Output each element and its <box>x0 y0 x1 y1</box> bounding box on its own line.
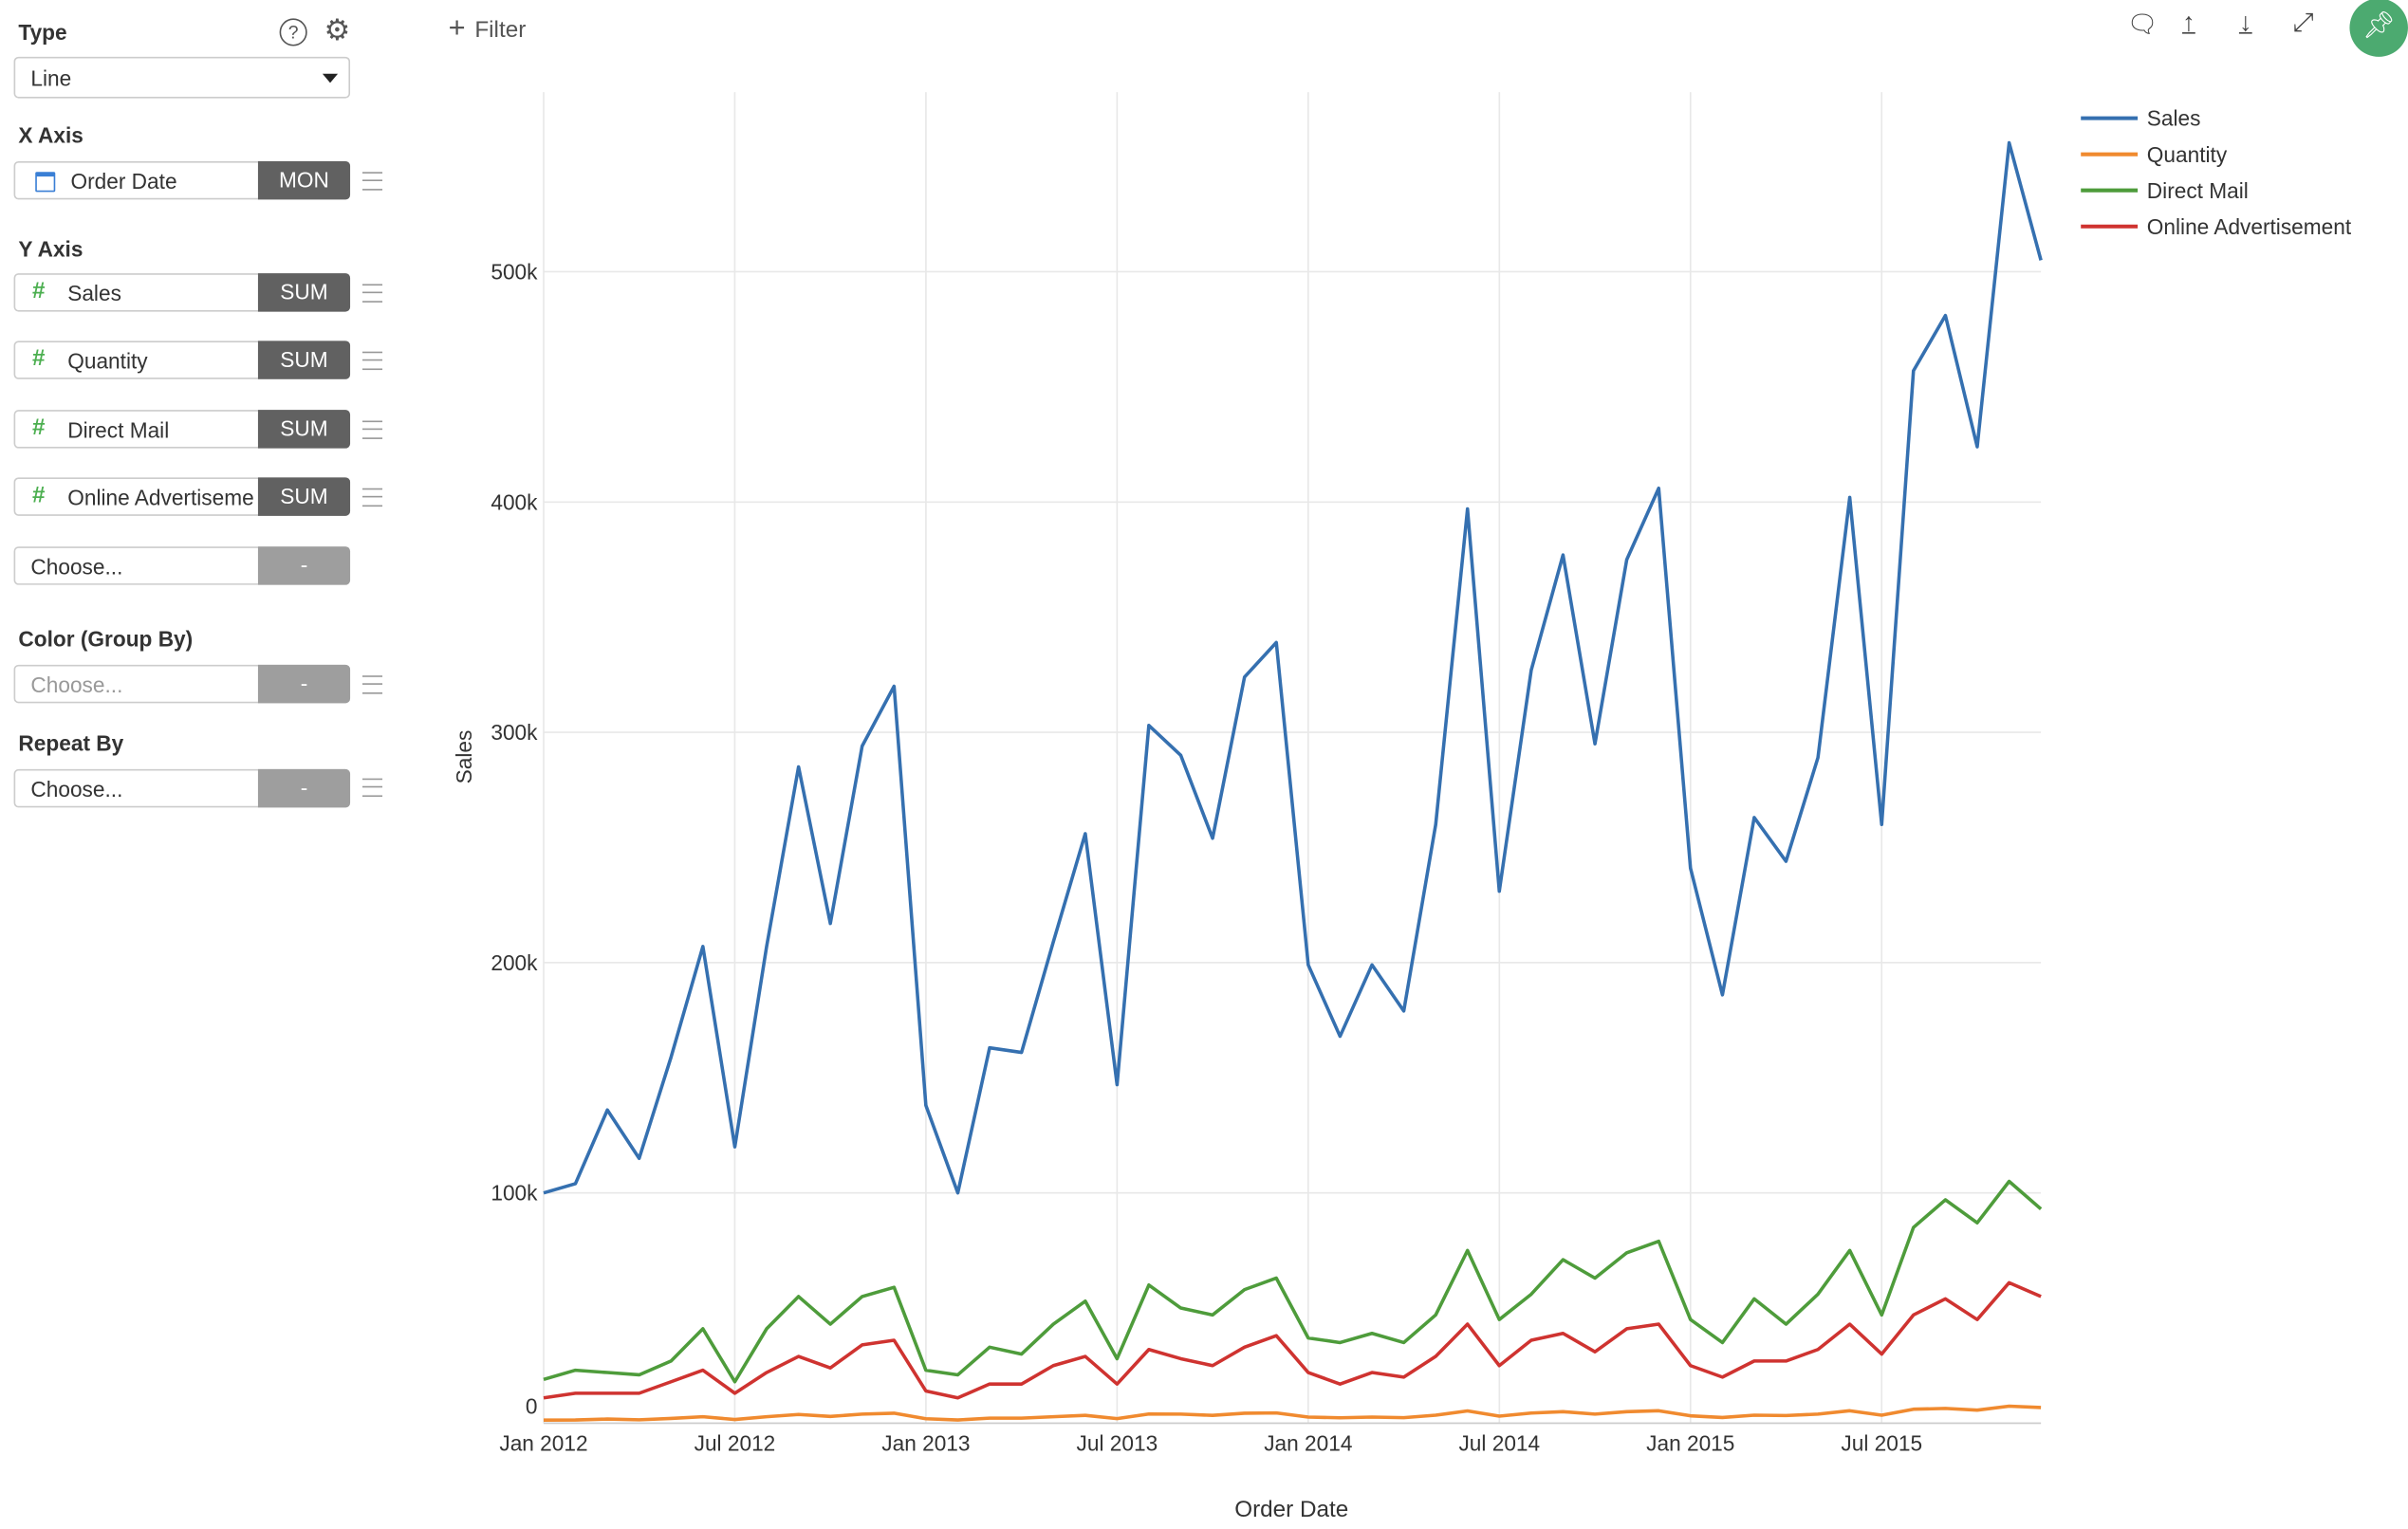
filter-label: Filter <box>474 16 527 44</box>
help-icon[interactable]: ? <box>279 18 307 46</box>
legend-item: Online Advertisement <box>2147 214 2352 239</box>
series-line-sales <box>543 140 2043 1195</box>
repeat-by-field[interactable]: Choose... - <box>13 768 351 808</box>
y-field-name: Quantity <box>67 348 148 374</box>
choose-placeholder: Choose... <box>30 777 123 801</box>
y-field-online-advertisement[interactable]: # Online Advertisement SUM <box>13 477 351 516</box>
repeat-agg-button[interactable]: - <box>257 768 351 808</box>
x-agg-button[interactable]: MON <box>257 160 351 200</box>
type-label: Type <box>18 20 67 45</box>
repeat-by-label: Repeat By <box>18 730 124 756</box>
y-agg-button[interactable]: SUM <box>257 477 351 516</box>
series-line-online-advertisement <box>543 1280 2042 1400</box>
x-tick-label: Jul 2012 <box>695 1431 776 1456</box>
x-axis-label: X Axis <box>18 122 83 148</box>
x-tick-label: Jul 2013 <box>1077 1431 1158 1456</box>
y-field-name: Sales <box>67 281 121 306</box>
number-icon: # <box>31 345 46 372</box>
plus-icon: + <box>448 11 466 45</box>
y-field-sales[interactable]: # Sales SUM <box>13 273 351 312</box>
choose-placeholder: Choose... <box>30 672 123 697</box>
number-icon: # <box>31 482 46 508</box>
y-tick-label: 100k <box>491 1181 538 1206</box>
expand-icon[interactable]: ⤢ <box>2292 8 2314 37</box>
series-line-direct-mail <box>543 1179 2043 1384</box>
number-icon: # <box>31 414 46 441</box>
chart-settings-sidebar: Type ? ⚙ Line X Axis Order Date MON Y Ax… <box>0 0 407 1529</box>
y-field-quantity[interactable]: # Quantity SUM <box>13 341 351 379</box>
x-tick-label: Jul 2014 <box>1458 1431 1540 1456</box>
x-axis-field[interactable]: Order Date MON <box>13 160 351 200</box>
download-icon[interactable]: ↓ <box>2238 8 2252 37</box>
y-field-direct-mail[interactable]: # Direct Mail SUM <box>13 410 351 449</box>
y-tick-label: 400k <box>491 489 538 514</box>
number-icon: # <box>31 277 46 304</box>
y-tick-label: 300k <box>491 720 538 745</box>
x-tick-label: Jan 2015 <box>1646 1431 1734 1456</box>
y-agg-button[interactable]: SUM <box>257 341 351 379</box>
drag-handle-icon[interactable] <box>361 172 383 191</box>
y-agg-empty-button[interactable]: - <box>257 546 351 585</box>
drag-handle-icon[interactable] <box>361 420 383 439</box>
series-line-quantity <box>543 1404 2042 1422</box>
drag-handle-icon[interactable] <box>361 778 383 798</box>
pin-icon: 📌︎ <box>2362 10 2396 41</box>
gear-icon[interactable]: ⚙ <box>324 15 351 48</box>
upload-icon[interactable]: ↑ <box>2182 8 2195 37</box>
y-tick-label: 0 <box>526 1394 538 1419</box>
color-agg-button[interactable]: - <box>257 664 351 704</box>
y-agg-button[interactable]: SUM <box>257 410 351 449</box>
choose-placeholder: Choose... <box>30 554 123 580</box>
legend-item: Quantity <box>2147 142 2228 167</box>
y-field-name: Online Advertisement <box>67 485 255 510</box>
chart-type-value: Line <box>30 65 72 91</box>
y-tick-label: 200k <box>491 950 538 975</box>
x-tick-label: Jan 2013 <box>881 1431 970 1456</box>
drag-handle-icon[interactable] <box>361 351 383 371</box>
y-field-choose[interactable]: Choose... - <box>13 546 351 585</box>
y-agg-button[interactable]: SUM <box>257 273 351 312</box>
x-tick-label: Jan 2012 <box>499 1431 587 1456</box>
drag-handle-icon[interactable] <box>361 675 383 694</box>
drag-handle-icon[interactable] <box>361 488 383 507</box>
y-axis-label: Y Axis <box>18 236 83 262</box>
color-group-field[interactable]: Choose... - <box>13 664 351 704</box>
pin-button[interactable]: 📌︎ <box>2349 0 2408 57</box>
filter-button[interactable]: + Filter <box>449 12 527 46</box>
y-tick-label: 500k <box>491 260 538 285</box>
legend-item: Sales <box>2147 106 2201 131</box>
legend-item: Direct Mail <box>2147 178 2249 203</box>
x-field-name: Order Date <box>70 169 177 193</box>
y-field-name: Direct Mail <box>67 417 170 443</box>
x-tick-label: Jan 2014 <box>1264 1431 1352 1456</box>
color-group-label: Color (Group By) <box>18 626 194 652</box>
x-tick-label: Jul 2015 <box>1841 1431 1922 1456</box>
comment-icon[interactable]: 🗨︎ <box>2126 11 2158 39</box>
chevron-down-icon <box>322 73 339 83</box>
chart-type-select[interactable]: Line <box>13 56 351 99</box>
x-axis-title: Order Date <box>1234 1497 1348 1522</box>
y-axis-title: Sales <box>452 730 476 784</box>
calendar-icon <box>35 172 56 193</box>
drag-handle-icon[interactable] <box>361 284 383 303</box>
